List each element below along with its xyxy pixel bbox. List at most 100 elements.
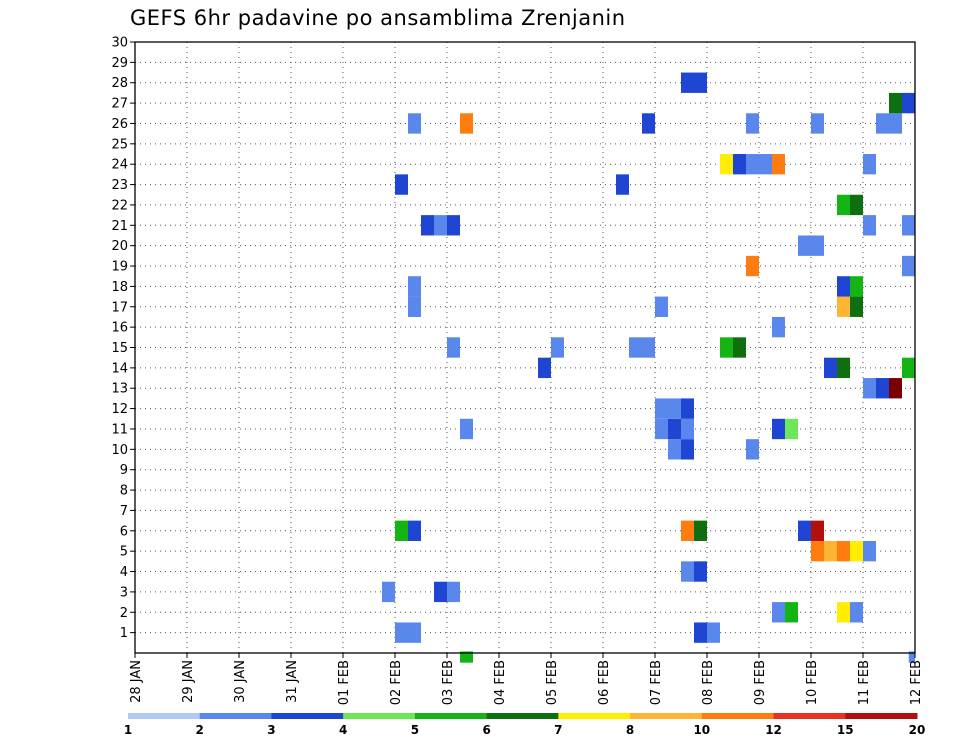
- heatmap-cell: [876, 113, 902, 134]
- heatmap-cell: [746, 154, 759, 175]
- colorbar-label: 6: [482, 723, 490, 737]
- y-tick-label: 9: [120, 463, 128, 478]
- colorbar-segment: [701, 713, 775, 719]
- y-tick-label: 14: [111, 361, 128, 376]
- colorbar-segment: [199, 713, 272, 719]
- chart-title: GEFS 6hr padavine po ansamblima Zrenjani…: [130, 6, 626, 30]
- heatmap-cell: [707, 622, 720, 643]
- heatmap-cell: [616, 174, 629, 195]
- colorbar-segment: [486, 713, 559, 719]
- heatmap-cell: [889, 92, 902, 114]
- heatmap-cell: [772, 418, 785, 440]
- heatmap-cell: [837, 194, 850, 216]
- heatmap-cell: [460, 651, 473, 663]
- colorbar-segment: [630, 713, 703, 719]
- heatmap-cell: [681, 398, 694, 419]
- colorbar-label: 15: [837, 723, 854, 737]
- heatmap-cell: [551, 337, 564, 358]
- heatmap-cell: [460, 113, 473, 134]
- heatmap-cell: [863, 154, 876, 175]
- heatmap-cell: [811, 113, 824, 134]
- x-tick-label: 05 FEB: [545, 660, 560, 705]
- y-tick-label: 7: [120, 504, 128, 519]
- y-tick-label: 25: [111, 137, 128, 152]
- x-tick-label: 01 FEB: [337, 660, 352, 705]
- x-tick-label: 28 JAN: [129, 660, 144, 703]
- heatmap-cell: [746, 439, 759, 460]
- heatmap-cell: [824, 357, 837, 379]
- heatmap-cell: [434, 215, 447, 236]
- y-tick-label: 18: [111, 280, 128, 295]
- y-tick-label: 3: [120, 585, 128, 600]
- colorbar-label: 20: [909, 723, 926, 737]
- heatmap-cell: [694, 622, 707, 643]
- colorbar-label: 1: [124, 723, 132, 737]
- heatmap-cell: [850, 194, 863, 216]
- y-tick-label: 21: [111, 219, 128, 234]
- colorbar-label: 4: [339, 723, 347, 737]
- heatmap-cell: [655, 418, 668, 440]
- y-tick-label: 11: [111, 422, 128, 437]
- heatmap-cell: [837, 540, 850, 562]
- heatmap-cell: [863, 215, 876, 236]
- heatmap-cell: [720, 337, 733, 358]
- heatmap-cell: [395, 622, 421, 643]
- x-tick-label: 08 FEB: [701, 660, 716, 705]
- heatmap-cell: [798, 520, 811, 541]
- heatmap-cell: [642, 113, 655, 134]
- heatmap-cell: [629, 337, 655, 358]
- heatmap-cell: [811, 540, 824, 562]
- heatmap-cell: [863, 378, 876, 399]
- colorbar-segment: [128, 713, 201, 719]
- heatmap-cell: [681, 561, 694, 582]
- heatmap-cell: [850, 296, 863, 317]
- heatmap-cell: [681, 418, 694, 440]
- colorbar-label: 7: [554, 723, 562, 737]
- y-tick-label: 12: [111, 402, 128, 417]
- heatmap-cell: [850, 276, 863, 297]
- colorbar-label: 12: [765, 723, 782, 737]
- heatmap-cell: [408, 113, 421, 134]
- heatmap-cell: [681, 520, 694, 541]
- heatmap-cell: [681, 72, 707, 93]
- heatmap-cell: [408, 296, 421, 317]
- x-tick-label: 29 JAN: [181, 660, 196, 703]
- heatmap-cell: [668, 439, 681, 460]
- heatmap-cell: [850, 602, 863, 623]
- heatmap-cell: [720, 154, 733, 175]
- heatmap-cell: [902, 357, 915, 379]
- colorbar-segment: [271, 713, 344, 719]
- y-tick-label: 10: [111, 443, 128, 458]
- heatmap-cell: [447, 337, 460, 358]
- heatmap-cell: [811, 520, 824, 541]
- heatmap-cell: [421, 215, 434, 236]
- x-tick-label: 11 FEB: [857, 660, 872, 705]
- heatmap-cell: [837, 276, 850, 297]
- y-tick-label: 28: [111, 76, 128, 91]
- x-tick-label: 31 JAN: [285, 660, 300, 703]
- heatmap-cell: [733, 154, 746, 175]
- heatmap-cell: [408, 520, 421, 541]
- heatmap-cell: [447, 215, 460, 236]
- colorbar-label: 10: [693, 723, 710, 737]
- heatmap-cell: [772, 154, 785, 175]
- colorbar-label: 8: [626, 723, 634, 737]
- heatmap-cell: [798, 235, 824, 256]
- x-tick-label: 06 FEB: [597, 660, 612, 705]
- x-tick-label: 30 JAN: [233, 660, 248, 703]
- y-tick-label: 26: [111, 117, 128, 132]
- y-tick-label: 13: [111, 382, 128, 397]
- heatmap-cell: [837, 296, 850, 317]
- heatmap-cell: [395, 520, 408, 541]
- heatmap-cell: [863, 540, 876, 562]
- heatmap-cell: [434, 581, 447, 603]
- y-tick-label: 2: [120, 606, 128, 621]
- colorbar-segment: [414, 713, 488, 719]
- heatmap-cell: [837, 602, 850, 623]
- heatmap-cell: [876, 378, 889, 399]
- heatmap-cell: [908, 651, 915, 663]
- heatmap-cell: [668, 418, 681, 440]
- colorbar-segment: [558, 713, 631, 719]
- heatmap-cell: [837, 357, 850, 379]
- y-tick-label: 6: [120, 524, 128, 539]
